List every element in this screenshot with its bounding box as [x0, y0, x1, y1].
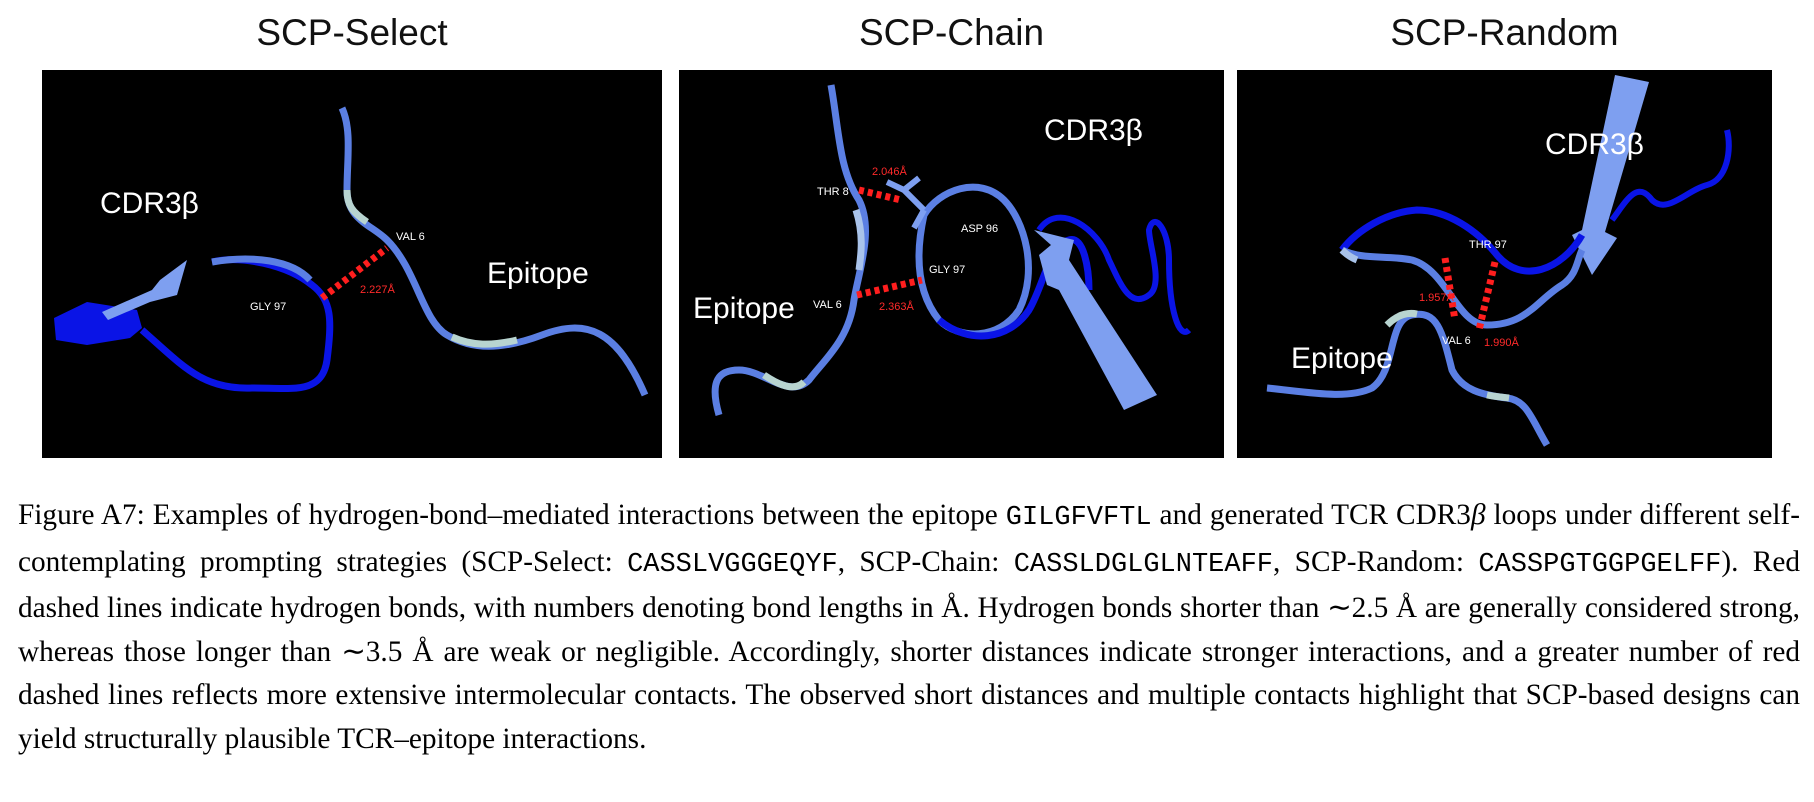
panel-scp-chain: THR 8 ASP 96 GLY 97 VAL 6 2.046Å 2.363Å … [679, 70, 1224, 458]
caption-text-4: , SCP-Chain: [837, 545, 1014, 578]
structure-render-random: THR 97 VAL 6 1.957Å 1.990Å CDR3β Epitope [1266, 75, 1732, 447]
epitope-label: Epitope [1291, 342, 1393, 375]
epitope-segment-pale [852, 208, 865, 271]
caption-text-5: , SCP-Random: [1272, 545, 1479, 578]
epitope-label: Epitope [487, 257, 589, 290]
structure-render-chain: THR 8 ASP 96 GLY 97 VAL 6 2.046Å 2.363Å … [693, 84, 1192, 416]
cdr3-label: CDR3β [1044, 114, 1143, 147]
caption-sequence-select: CASSLVGGGEQYF [627, 549, 838, 580]
hbond-1 [1441, 257, 1459, 321]
figure-caption: Figure A7: Examples of hydrogen-bond–med… [18, 494, 1800, 761]
bond-length-2: 2.363Å [879, 300, 915, 313]
hbond-2 [856, 276, 923, 299]
residue-label-thr97: THR 97 [1469, 239, 1507, 251]
structure-render-select: VAL 6 GLY 97 2.227Å CDR3β Epitope [54, 106, 649, 397]
residue-label-val6: VAL 6 [1442, 335, 1471, 347]
epitope-segment-pale-2 [1486, 391, 1510, 402]
hbond-1 [319, 245, 390, 301]
cdr3-loop [915, 183, 1032, 338]
epitope-chain [711, 84, 869, 416]
panel-title-random: SCP-Random [1390, 12, 1619, 53]
caption-text-1: Figure A7: Examples of hydrogen-bond–med… [18, 499, 1006, 531]
bond-length-2: 1.990Å [1484, 336, 1520, 349]
residue-label-gly97: GLY 97 [250, 301, 286, 313]
caption-text-6: ). Red dashed lines indicate hydrogen bo… [18, 545, 1800, 755]
cdr3-beta-arrow [1572, 75, 1649, 275]
residue-label-gly97: GLY 97 [929, 264, 965, 276]
cdr3-loop [1340, 246, 1586, 329]
cdr3-loop-pale [1339, 247, 1359, 264]
residue-label-val6: VAL 6 [396, 231, 425, 243]
cdr3-loop-dark-2 [1036, 214, 1192, 335]
hbond-2 [1475, 261, 1499, 331]
cdr3-loop-dark-2 [1609, 129, 1732, 222]
panel-scp-random: THR 97 VAL 6 1.957Å 1.990Å CDR3β Epitope [1237, 70, 1772, 458]
bond-length-1: 2.046Å [872, 165, 908, 178]
epitope-segment-pale [1384, 309, 1418, 328]
asp96-sidechain [885, 175, 927, 230]
epitope-chain [1266, 310, 1551, 447]
cdr3-label: CDR3β [1545, 128, 1644, 161]
caption-epitope-sequence: GILGFVFTL [1005, 503, 1152, 533]
bond-length-1: 1.957Å [1419, 291, 1455, 304]
caption-beta-symbol: β [1470, 499, 1486, 531]
panel-scp-select: VAL 6 GLY 97 2.227Å CDR3β Epitope [42, 70, 662, 458]
hbond-1 [858, 186, 902, 204]
caption-text-3: loops under different self-contemplating… [18, 499, 1800, 578]
epitope-segment-pale-2 [450, 333, 518, 348]
caption-sequence-chain: CASSLDGLGLNTEAFF [1013, 549, 1273, 580]
caption-text-2: and generated TCR CDR3 [1151, 499, 1471, 531]
bond-length-1: 2.227Å [360, 283, 396, 296]
cdr3-loop-dark [936, 236, 1093, 340]
cdr3-label: CDR3β [100, 187, 199, 220]
cdr3-loop-dark [1339, 206, 1586, 275]
epitope-segment-pale-2 [762, 372, 807, 391]
panel-title-chain: SCP-Chain [858, 12, 1045, 53]
residue-label-thr8: THR 8 [817, 186, 849, 198]
epitope-label: Epitope [693, 292, 795, 325]
cdr3-beta-arrow [1034, 230, 1157, 410]
epitope-segment-pale [343, 189, 369, 225]
residue-label-asp96: ASP 96 [961, 223, 998, 235]
cdr3-beta-arrow [102, 260, 187, 320]
cdr3-loop [139, 256, 334, 393]
cdr3-loop-upper [211, 255, 313, 283]
epitope-chain [338, 106, 649, 397]
panel-title-select: SCP-Select [256, 12, 448, 53]
caption-sequence-random: CASSPGTGGPGELFF [1478, 549, 1722, 580]
residue-label-val6: VAL 6 [813, 299, 842, 311]
